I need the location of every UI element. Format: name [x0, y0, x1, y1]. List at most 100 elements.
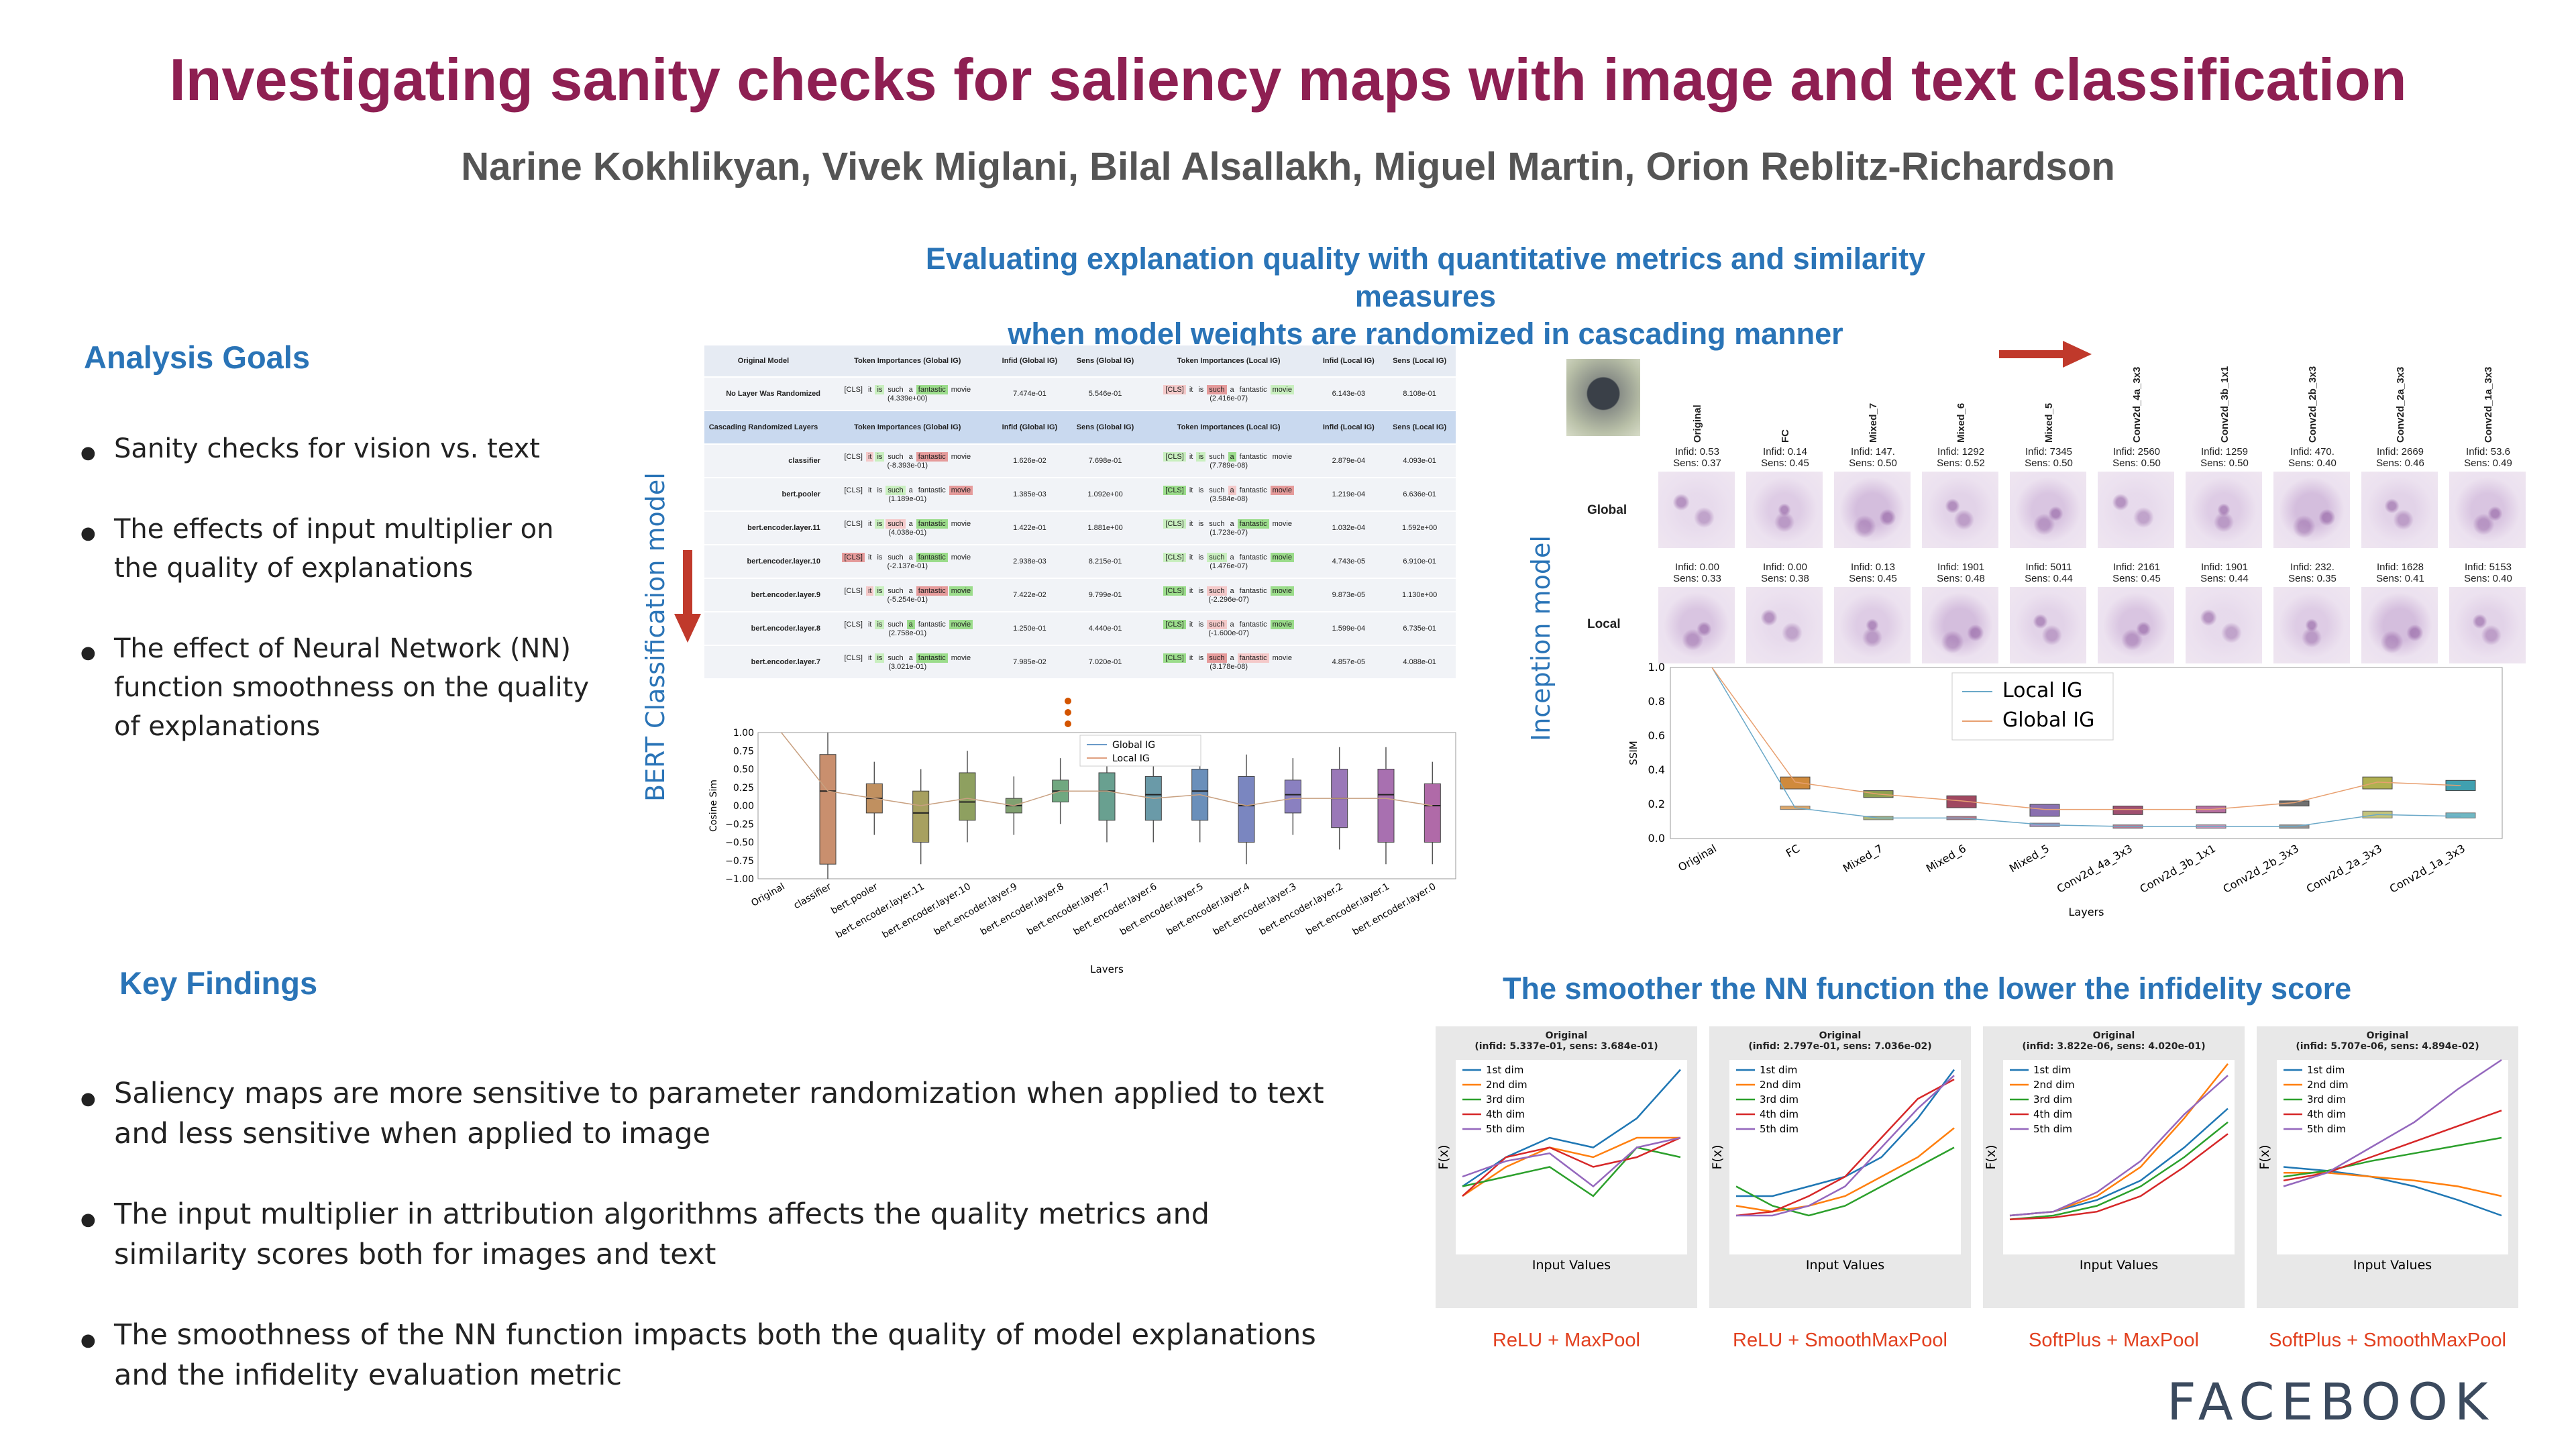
- global-sens: 9.799e-01: [1067, 578, 1144, 612]
- table-header: Infid (Global IG): [992, 345, 1067, 378]
- smoothness-panel: Original (infid: 5.707e-06, sens: 4.894e-…: [2257, 1026, 2518, 1308]
- smoothness-panel: Original (infid: 2.797e-01, sens: 7.036e-…: [1709, 1026, 1971, 1308]
- token: such: [885, 486, 906, 495]
- global-sens: 4.440e-01: [1067, 612, 1144, 646]
- y-axis-label: SSIM: [1627, 741, 1640, 765]
- bert-token-importance-table: Original Model Token Importances (Global…: [704, 345, 1456, 680]
- box: [1424, 783, 1441, 843]
- panel-title-line-2: (infid: 2.797e-01, sens: 7.036e-02): [1748, 1041, 1932, 1052]
- box: [1780, 776, 1811, 790]
- box: [1377, 769, 1395, 843]
- sens-value: Sens: 0.45: [1849, 573, 1897, 584]
- table-header: Token Importances (Local IG): [1143, 411, 1314, 445]
- token: it: [1189, 654, 1193, 662]
- author-list: Narine Kokhlikyan, Vivek Miglani, Bilal …: [461, 145, 2115, 189]
- y-axis-label: F(x): [1984, 1145, 1998, 1170]
- local-infid: 1.219e-04: [1313, 478, 1384, 512]
- legend-entry: 4th dim: [2033, 1108, 2072, 1120]
- legend-entry: 3rd dim: [1760, 1093, 1799, 1106]
- token: such: [1209, 453, 1225, 461]
- token-importances-cell: [CLS] it is such a fantastic movie (2.758e-01): [822, 612, 993, 646]
- token: a: [1228, 452, 1236, 462]
- sens-value: Sens: 0.49: [2464, 458, 2512, 469]
- local-infid: 4.743e-05: [1313, 545, 1384, 579]
- token-score: (1.189e-01): [888, 495, 927, 503]
- token: movie: [1270, 486, 1294, 495]
- token-importances-cell: [CLS] it is such a fantastic movie (-2.296e-07): [1143, 578, 1314, 612]
- layer-column-label: Conv2d_1a_3x3: [2483, 366, 2494, 443]
- bird-image: [1566, 359, 1640, 436]
- token: such: [888, 621, 904, 629]
- panel-title-line-1: Original: [2092, 1030, 2135, 1041]
- x-tick-label: Conv2d_1a_3x3: [2387, 842, 2468, 896]
- series-line: [2009, 1133, 2229, 1221]
- infid-value: Infid: 0.13: [1851, 561, 1895, 573]
- table-row: bert.encoder.layer.10 [CLS] it is such a fanta…: [704, 545, 1456, 579]
- token: is: [1198, 520, 1204, 528]
- saliency-map: [2273, 472, 2350, 548]
- token: fantastic: [916, 586, 948, 596]
- sens-value: Sens: 0.50: [2112, 458, 2161, 469]
- layer-column-label: Conv2d_2b_3x3: [2307, 366, 2318, 443]
- sens-value: Sens: 0.46: [2376, 458, 2424, 469]
- y-axis-label: F(x): [1436, 1145, 1451, 1170]
- token: it: [867, 654, 872, 662]
- token: is: [1198, 587, 1204, 595]
- y-tick-label: −0.25: [725, 819, 754, 830]
- legend-entry: 3rd dim: [2307, 1093, 2346, 1106]
- layer-name: bert.encoder.layer.8: [704, 612, 822, 646]
- score-label: Infid: 147. Sens: 0.50: [1833, 446, 1913, 469]
- series-line: [2283, 1110, 2502, 1182]
- table-header: Token Importances (Local IG): [1143, 345, 1314, 378]
- token: is: [875, 519, 885, 529]
- y-tick-label: 0.75: [733, 746, 754, 757]
- legend-entry: Local IG: [1112, 753, 1150, 764]
- y-axis-label: F(x): [1710, 1145, 1725, 1170]
- token: fantastic: [1239, 587, 1267, 595]
- token: fantastic: [1239, 621, 1267, 629]
- table-header: Infid (Local IG): [1313, 345, 1384, 378]
- token: it: [867, 553, 872, 561]
- token: fantastic: [916, 452, 948, 462]
- sens-value: Sens: 0.44: [2025, 573, 2073, 584]
- token: movie: [1270, 553, 1294, 562]
- x-tick-label: bert.encoder.layer.2: [1258, 881, 1345, 938]
- local-infid: 6.143e-03: [1313, 377, 1384, 411]
- smoothness-heading: The smoother the NN function the lower t…: [1503, 971, 2352, 1006]
- token: movie: [949, 586, 973, 596]
- global-sens: 1.092e+00: [1067, 478, 1144, 512]
- token-importances-cell: [CLS] it is such a fantastic movie (7.789e-08): [1143, 444, 1314, 478]
- token: movie: [1270, 385, 1294, 394]
- list-item: Sanity checks for vision vs. text: [80, 429, 604, 472]
- token: movie: [1270, 620, 1294, 629]
- x-tick-label: bert.encoder.layer.9: [932, 881, 1020, 938]
- x-tick-label: bert.encoder.layer.0: [1351, 881, 1438, 938]
- token-importances-cell: [CLS] it is such a fantastic movie (3.584e-08): [1143, 478, 1314, 512]
- saliency-map: [1746, 587, 1823, 663]
- token-score: (1.723e-07): [1210, 529, 1248, 537]
- token: a: [1230, 621, 1234, 629]
- token-importances-cell: [CLS] it is such a fantastic movie (1.476e-07): [1143, 545, 1314, 579]
- token-score: (3.021e-01): [888, 663, 927, 671]
- section-title-evaluation: Evaluating explanation quality with quan…: [872, 240, 1979, 353]
- series-line: [1462, 1146, 1681, 1197]
- panel-title: Original (infid: 5.337e-01, sens: 3.684e-…: [1436, 1030, 1697, 1052]
- token: [CLS]: [1163, 519, 1186, 529]
- infid-value: Infid: 232.: [2290, 561, 2334, 573]
- token: such: [1207, 620, 1227, 629]
- layer-column-label: FC: [1780, 429, 1791, 443]
- bert-model-label: BERT Classification model: [641, 472, 670, 802]
- layer-column-label: Conv2d_4a_3x3: [2131, 366, 2143, 443]
- y-axis-label: F(x): [2257, 1145, 2272, 1170]
- token: [CLS]: [844, 486, 863, 494]
- global-sens: 1.881e+00: [1067, 511, 1144, 545]
- score-label: Infid: 1259 Sens: 0.50: [2184, 446, 2265, 469]
- plot-area: [1729, 1060, 1961, 1254]
- global-sens: 5.546e-01: [1067, 377, 1144, 411]
- local-sens: 1.592e+00: [1383, 511, 1456, 545]
- key-findings-heading: Key Findings: [119, 965, 318, 1001]
- saliency-map: [2361, 472, 2438, 548]
- sens-value: Sens: 0.50: [2025, 458, 2073, 469]
- legend-entry: 3rd dim: [1486, 1093, 1525, 1106]
- infid-value: Infid: 1259: [2200, 446, 2249, 458]
